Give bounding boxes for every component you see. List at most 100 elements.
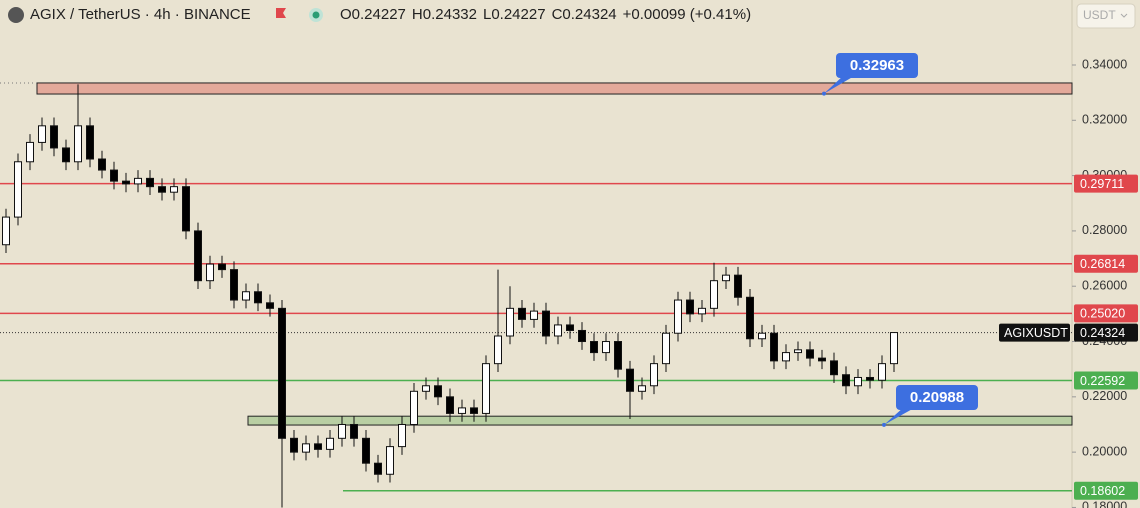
- symbol-icon: [8, 7, 24, 23]
- candle-body: [170, 186, 178, 193]
- candle-body: [650, 363, 658, 387]
- candle-body: [770, 332, 778, 362]
- chart-title: AGIX / TetherUS · 4h · BINANCE: [30, 6, 251, 23]
- candle-body: [734, 274, 742, 298]
- level-tag: [1074, 371, 1138, 390]
- candle-body: [278, 307, 286, 439]
- callout-anchor: [882, 422, 886, 427]
- ohlc-key: C: [552, 6, 563, 23]
- candle-body: [230, 269, 238, 301]
- ohlc-value: 0.24227: [352, 6, 406, 23]
- candle-body: [566, 324, 574, 331]
- candle-body: [842, 374, 850, 387]
- candle-body: [110, 169, 118, 182]
- zone: [36, 82, 1073, 95]
- candle-body: [386, 446, 394, 475]
- currency-box[interactable]: [1076, 3, 1136, 29]
- candle-body: [530, 310, 538, 320]
- candle-body: [494, 335, 502, 365]
- candle-body: [518, 307, 526, 320]
- candle-body: [194, 230, 202, 282]
- ohlc-legend: O0.24227 H0.24332 L0.24227 C0.24324 +0.00099…: [340, 6, 751, 23]
- symbol-label: AGIXUSDT: [1004, 326, 1068, 340]
- currency-label[interactable]: USDT: [1083, 8, 1116, 22]
- candle-body: [374, 462, 382, 475]
- currency-select[interactable]: USDT: [1076, 3, 1136, 29]
- candle-body: [338, 423, 346, 439]
- candle-body: [122, 180, 130, 185]
- ohlc-key: L: [483, 6, 491, 23]
- candle-body: [854, 376, 862, 387]
- candle-body: [206, 263, 214, 282]
- candle-body: [302, 443, 310, 453]
- zone: [247, 415, 1073, 426]
- candle-body: [470, 407, 478, 414]
- price-label: 0.24324: [1080, 326, 1125, 340]
- level-label: 0.18602: [1080, 484, 1125, 498]
- ohlc-key: H: [412, 6, 423, 23]
- candle-body: [242, 291, 250, 301]
- candle-body: [26, 141, 34, 163]
- ohlc-value: 0.24332: [423, 6, 477, 23]
- candle-body: [50, 125, 58, 149]
- candle-body: [146, 177, 154, 188]
- callout-label: 0.32963: [850, 57, 904, 74]
- level-tag: [1074, 254, 1138, 273]
- symbol-tag: [999, 323, 1070, 342]
- candle-body: [890, 332, 898, 365]
- candle-body: [830, 360, 838, 376]
- ohlc-value: 0.24324: [562, 6, 616, 23]
- candle-body: [686, 299, 694, 315]
- candle-body: [98, 158, 106, 171]
- candle-body: [818, 357, 826, 362]
- chevron: [1120, 13, 1128, 18]
- y-tick-label: 0.26000: [1082, 279, 1127, 293]
- candle-body: [290, 437, 298, 453]
- change: +0.00099 (+0.41%): [623, 6, 751, 23]
- candle-body: [710, 280, 718, 309]
- candle-body: [446, 396, 454, 414]
- callout-label: 0.20988: [910, 389, 964, 406]
- y-tick-label: 0.32000: [1082, 113, 1127, 127]
- level-tag: [1074, 304, 1138, 323]
- callout-box: [896, 385, 978, 410]
- callout-tail: [824, 75, 856, 94]
- candle-body: [218, 263, 226, 271]
- candle-body: [134, 177, 142, 185]
- candle-body: [662, 332, 670, 365]
- status-dot: [312, 11, 320, 19]
- candle-body: [398, 423, 406, 448]
- candle-body: [2, 216, 10, 246]
- candle-body: [254, 291, 262, 304]
- candle-body: [266, 302, 274, 309]
- candle-body: [590, 341, 598, 354]
- y-tick-label: 0.18000: [1082, 500, 1127, 508]
- flag-icon[interactable]: [276, 8, 286, 18]
- candle-body: [434, 385, 442, 398]
- candle-body: [158, 186, 166, 193]
- candle-body: [806, 349, 814, 359]
- candle-body: [482, 363, 490, 414]
- candle-body: [554, 324, 562, 337]
- candle-body: [422, 385, 430, 392]
- candle-body: [602, 341, 610, 354]
- candle-body: [86, 125, 94, 160]
- candle-body: [182, 186, 190, 232]
- y-tick-label: 0.34000: [1082, 57, 1127, 71]
- candle-body: [362, 437, 370, 464]
- y-tick-label: 0.22000: [1082, 389, 1127, 403]
- candle-body: [722, 274, 730, 282]
- level-tag: [1074, 481, 1138, 500]
- level-label: 0.29711: [1080, 177, 1124, 191]
- candle-body: [794, 349, 802, 354]
- candle-body: [506, 307, 514, 337]
- candle-body: [782, 352, 790, 362]
- candle-body: [878, 363, 886, 381]
- candle-body: [638, 385, 646, 392]
- candle-body: [38, 125, 46, 143]
- price-tag: [1074, 323, 1138, 342]
- candle-body: [746, 296, 754, 340]
- candle-body: [614, 341, 622, 370]
